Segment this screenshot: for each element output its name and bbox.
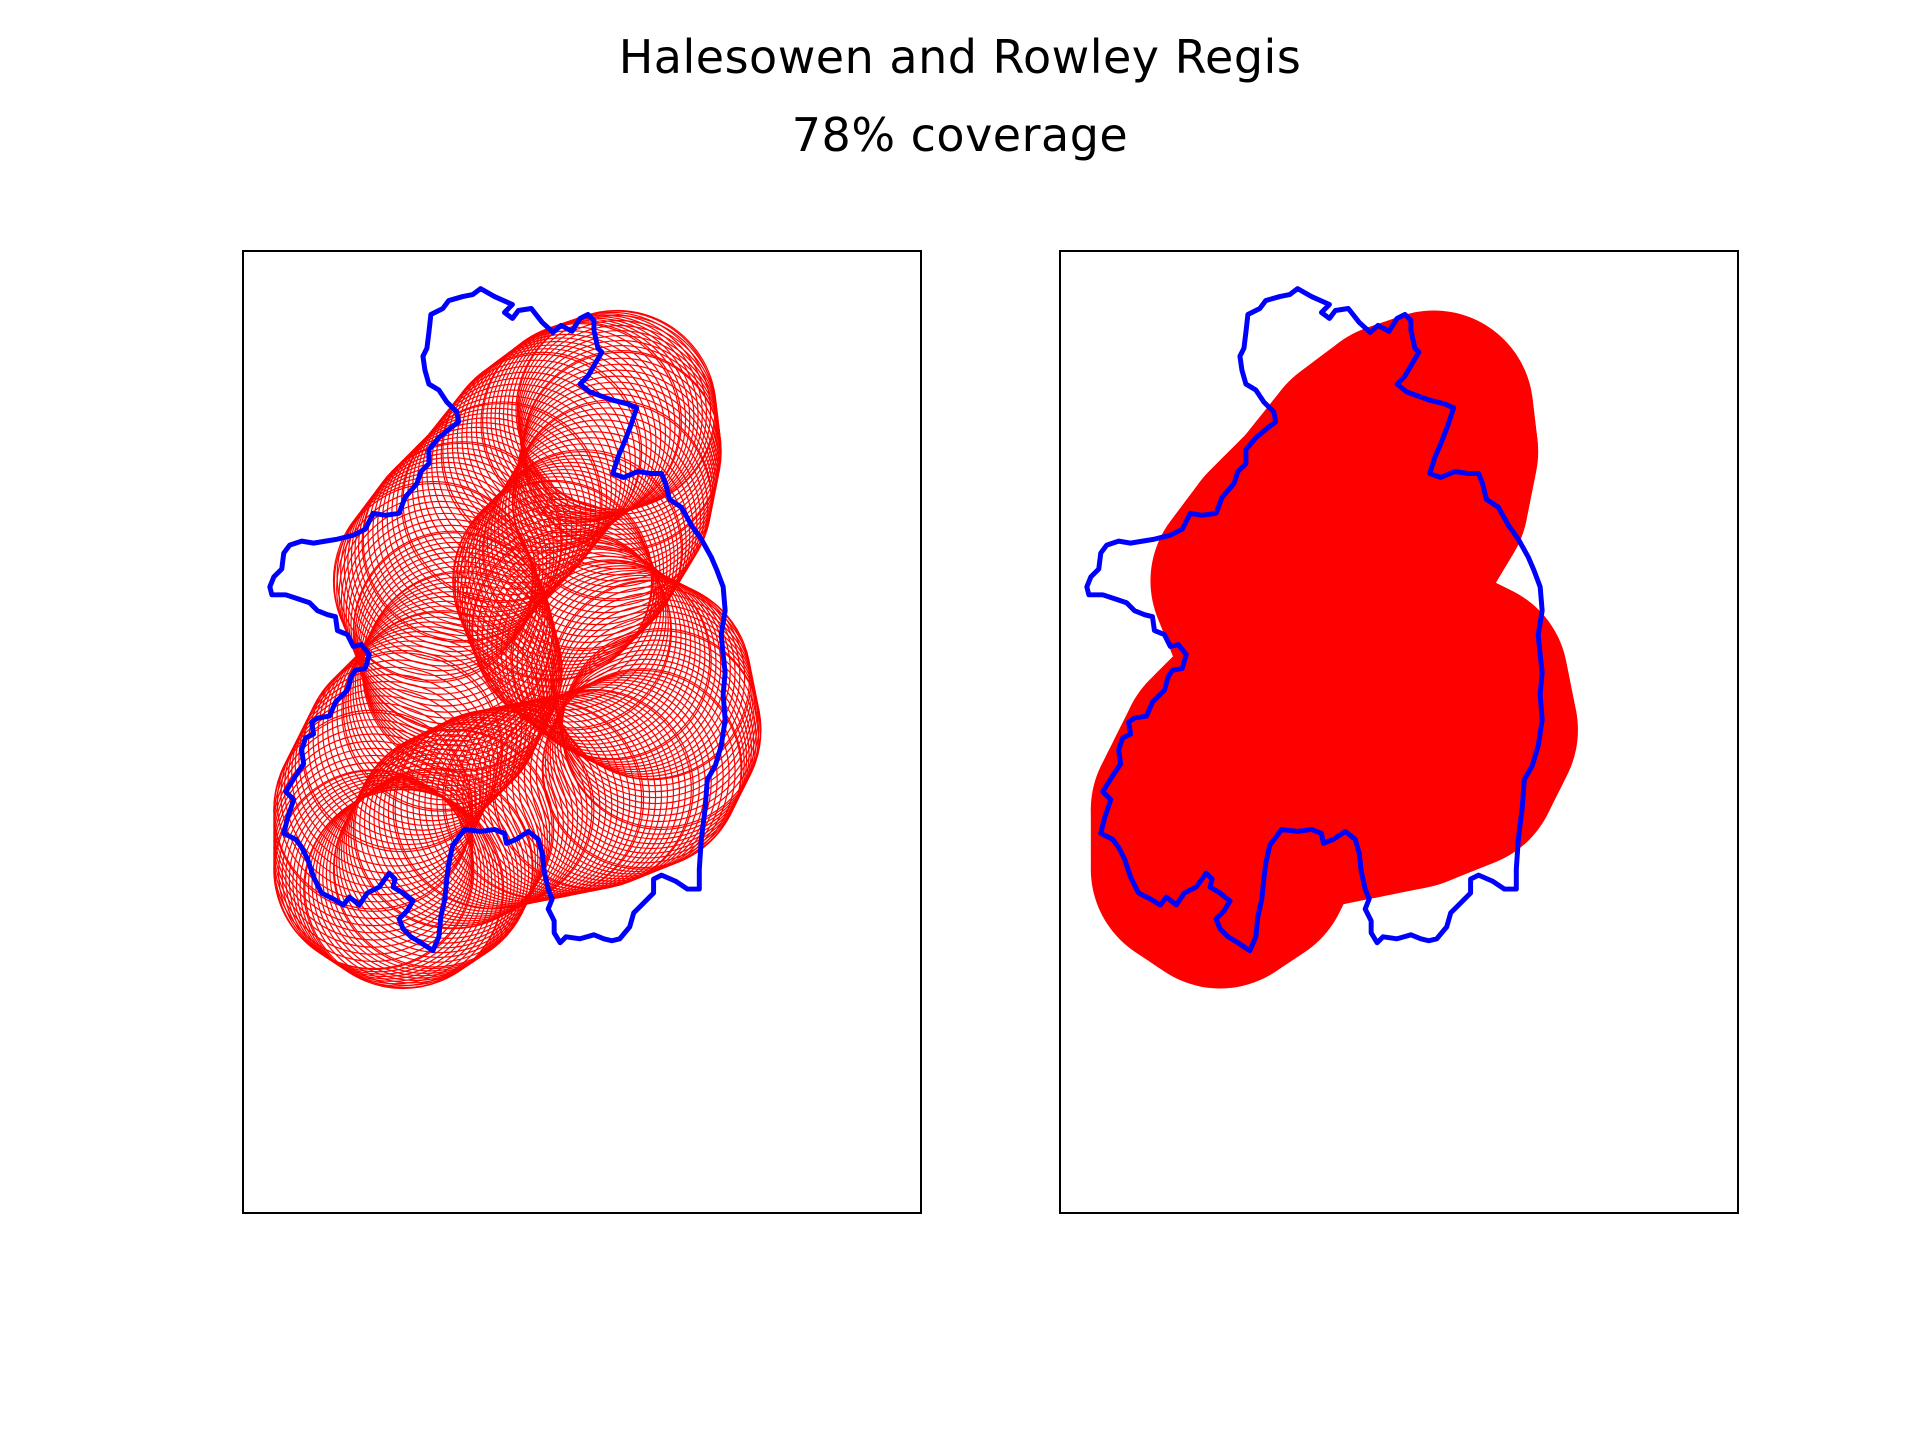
coverage-circle bbox=[517, 679, 718, 880]
coverage-circle bbox=[345, 512, 546, 713]
coverage-circle bbox=[547, 658, 748, 859]
coverage-circle bbox=[513, 393, 714, 594]
coverage-circle bbox=[347, 461, 548, 662]
coverage-circle bbox=[426, 371, 627, 572]
coverage-union-map bbox=[1084, 286, 1578, 989]
coverage-circle bbox=[498, 316, 699, 517]
coverage-circle bbox=[345, 605, 546, 806]
coverage-circle bbox=[317, 635, 518, 836]
coverage-circle bbox=[357, 581, 558, 782]
coverage-circle bbox=[461, 337, 662, 538]
coverage-circle bbox=[486, 320, 687, 521]
coverage-circle bbox=[511, 311, 712, 512]
coverage-circle bbox=[347, 738, 549, 939]
coverage-circle bbox=[362, 441, 563, 642]
circles-outline-panel bbox=[242, 250, 922, 1214]
coverage-circle bbox=[502, 314, 703, 515]
coverage-circle bbox=[542, 668, 743, 869]
coverage-circle bbox=[382, 714, 583, 915]
coverage-circle bbox=[501, 419, 702, 620]
figure-title-block: Halesowen and Rowley Regis 78% coverage bbox=[0, 18, 1920, 174]
coverage-circle bbox=[446, 348, 648, 549]
coverage-circle bbox=[435, 359, 636, 560]
coverage-circle bbox=[480, 323, 681, 524]
coverage-subtitle: 78% coverage bbox=[791, 108, 1129, 162]
circles-outline-map bbox=[267, 286, 762, 990]
coverage-circle bbox=[476, 534, 677, 735]
coverage-circle bbox=[340, 471, 541, 672]
coverage-circle bbox=[507, 313, 708, 514]
coverage-circle bbox=[304, 788, 505, 989]
coverage-circle bbox=[292, 781, 493, 982]
coverage-circle bbox=[373, 719, 574, 920]
coverage-union-area bbox=[1090, 310, 1578, 989]
coverage-circle bbox=[483, 449, 684, 650]
coverage-circle bbox=[325, 773, 526, 974]
coverage-circle bbox=[451, 344, 652, 545]
constituency-boundary bbox=[267, 286, 728, 954]
coverage-circle bbox=[354, 536, 555, 737]
coverage-union-panel bbox=[1059, 250, 1739, 1214]
coverage-circle-outlines bbox=[273, 309, 762, 990]
coverage-circle bbox=[515, 310, 716, 511]
coverage-circle bbox=[556, 604, 757, 805]
coverage-circle bbox=[377, 426, 578, 627]
coverage-circle bbox=[510, 559, 711, 760]
coverage-circle bbox=[343, 506, 544, 707]
coverage-circle bbox=[378, 716, 579, 917]
coverage-circle bbox=[359, 726, 560, 927]
coverage-circle bbox=[466, 333, 667, 534]
coverage-circle bbox=[541, 669, 742, 870]
constituency-boundary bbox=[1084, 286, 1545, 954]
coverage-circle bbox=[307, 645, 508, 846]
coverage-circle bbox=[283, 688, 484, 889]
coverage-circle bbox=[355, 541, 556, 742]
coverage-circle bbox=[467, 465, 668, 666]
coverage-circle bbox=[481, 321, 683, 522]
coverage-circle bbox=[431, 365, 632, 566]
coverage-circle bbox=[350, 457, 551, 658]
coverage-circle bbox=[440, 353, 641, 554]
coverage-circle bbox=[535, 572, 736, 773]
coverage-circle bbox=[456, 340, 657, 541]
coverage-circle bbox=[298, 659, 499, 860]
coverage-circle bbox=[442, 351, 643, 552]
coverage-circle bbox=[549, 653, 750, 854]
coverage-circle bbox=[516, 562, 717, 763]
map-title: Halesowen and Rowley Regis bbox=[618, 30, 1302, 84]
coverage-circle bbox=[372, 431, 573, 632]
coverage-circle bbox=[350, 524, 551, 725]
coverage-disc bbox=[1332, 310, 1532, 510]
